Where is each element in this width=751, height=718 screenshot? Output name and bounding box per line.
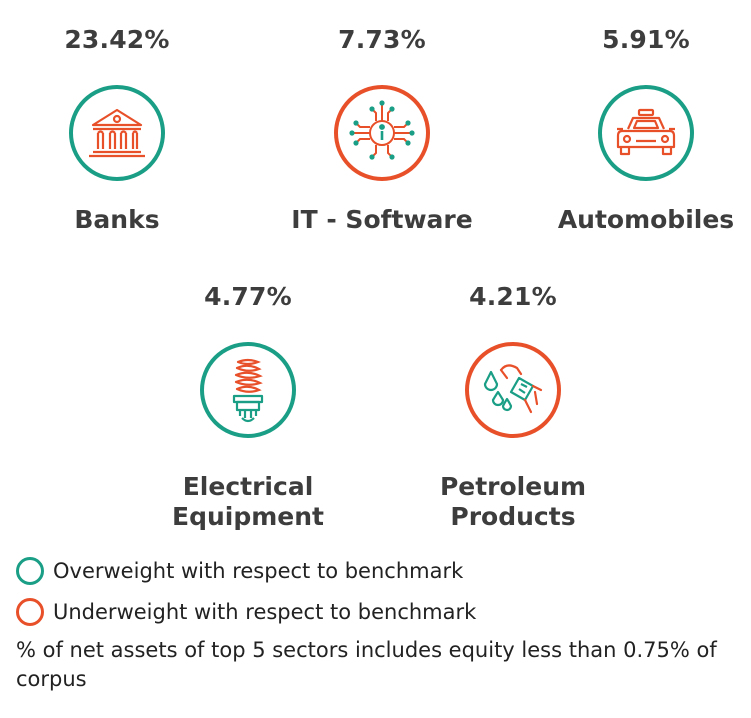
sector-percent: 4.21% <box>469 282 557 311</box>
legend-overweight: Overweight with respect to benchmark <box>16 555 463 587</box>
overweight-circle-icon <box>16 557 44 585</box>
sector-percent: 23.42% <box>64 25 170 54</box>
sector-percent: 7.73% <box>338 25 426 54</box>
sector-name: Electrical Equipment <box>118 472 378 532</box>
bulb-icon <box>200 342 296 438</box>
underweight-circle-icon <box>16 598 44 626</box>
sector-name-line-2: Equipment <box>172 502 324 531</box>
sector-name-line-2: Products <box>450 502 576 531</box>
legend-label: Underweight with respect to benchmark <box>53 600 477 624</box>
sector-name: IT - Software <box>291 205 473 234</box>
sector-name: Petroleum Products <box>383 472 643 532</box>
sector-name-line-1: Electrical <box>182 472 314 501</box>
chip-icon <box>334 85 430 181</box>
legend-underweight: Underweight with respect to benchmark <box>16 596 476 628</box>
car-icon <box>598 85 694 181</box>
sector-percent: 5.91% <box>602 25 690 54</box>
legend-label: Overweight with respect to benchmark <box>53 559 464 583</box>
footnote: % of net assets of top 5 sectors include… <box>16 638 717 691</box>
sector-percent: 4.77% <box>204 282 292 311</box>
bank-icon <box>69 85 165 181</box>
fuel-nozzle-icon <box>465 342 561 438</box>
sector-name-line-1: Petroleum <box>439 472 587 501</box>
sector-name: Banks <box>74 205 160 234</box>
sector-name: Automobiles <box>557 205 735 234</box>
